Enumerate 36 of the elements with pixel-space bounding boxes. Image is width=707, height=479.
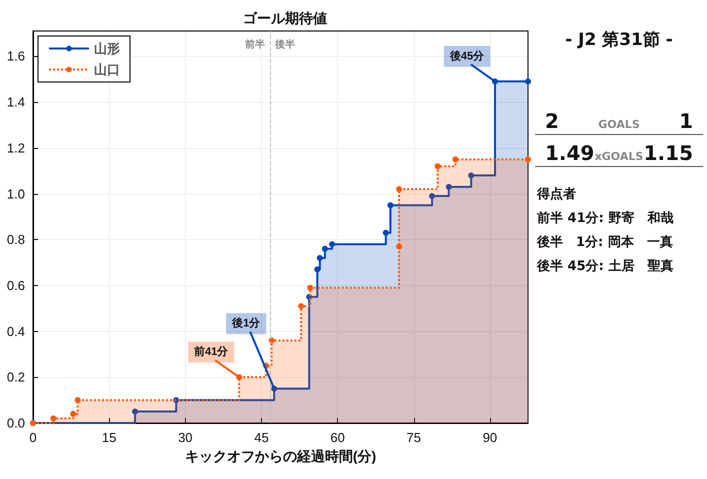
x-tick-label: 30	[178, 430, 193, 445]
text: 1	[679, 109, 693, 133]
annotation: 後半	[274, 38, 296, 50]
y-tick-label: 0.2	[6, 370, 25, 385]
x-tick-label: 75	[406, 430, 422, 445]
annotation: 後45分	[448, 49, 486, 62]
text: 1.15	[644, 141, 693, 165]
x-axis-title: キックオフからの経過時間(分)	[184, 448, 376, 464]
y-tick-label: 1.4	[6, 94, 25, 110]
text: 得点者	[536, 186, 577, 203]
x-tick-label: 0	[29, 430, 37, 445]
x-tick-label: 60	[330, 430, 345, 445]
y-tick-label: 0.0	[6, 416, 25, 430]
legend-label: 山形	[94, 41, 120, 56]
text: 1.49	[545, 141, 594, 165]
text: 後半 45分: 土居 聖真	[536, 258, 674, 275]
annotation: 前半	[244, 38, 266, 50]
y-tick-label: 0.4	[6, 324, 25, 339]
y-tick-label: 1.2	[6, 140, 25, 156]
annotation: 後1分	[231, 316, 262, 330]
chart-title: ゴール期待値	[243, 10, 327, 26]
y-tick-label: 1.6	[6, 48, 25, 64]
text: 前半 41分: 野寄 和哉	[536, 210, 674, 227]
text: 後半 1分: 岡本 一真	[536, 234, 674, 251]
text: - J2 第31節 -	[564, 29, 674, 51]
text: GOALS	[598, 118, 640, 131]
text: 2	[545, 109, 559, 133]
x-tick-label: 15	[102, 430, 116, 445]
y-tick-label: 1.0	[6, 186, 25, 202]
annotation: 前41分	[193, 345, 230, 358]
legend-label: 山口	[94, 62, 120, 77]
x-tick-label: 90	[482, 430, 498, 445]
y-tick-label: 0.8	[6, 232, 25, 248]
y-tick-label: 0.6	[6, 278, 25, 293]
text: xGOALS	[594, 150, 644, 163]
x-tick-label: 45	[254, 430, 269, 445]
